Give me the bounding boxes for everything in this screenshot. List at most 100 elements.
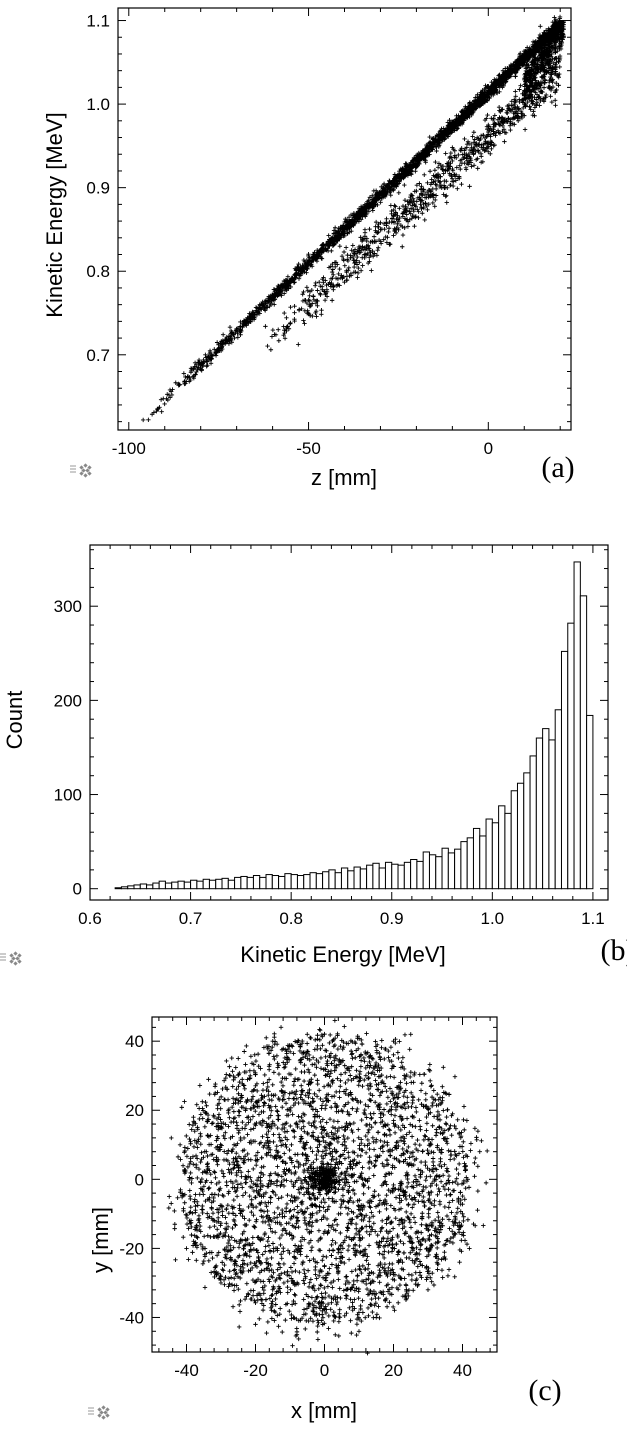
data-point — [400, 244, 405, 249]
y-tick-label: -20 — [119, 1239, 144, 1258]
histogram-bar — [548, 739, 556, 890]
scatter-points — [166, 1018, 490, 1356]
histogram-bar — [146, 884, 154, 890]
histogram-bar — [315, 873, 324, 890]
data-point — [367, 226, 372, 232]
data-point — [230, 1084, 235, 1089]
histogram-bar — [158, 880, 166, 890]
data-point — [422, 1072, 427, 1077]
data-point — [451, 1222, 456, 1228]
histogram-bar — [208, 879, 217, 890]
data-point — [227, 325, 233, 330]
data-point — [212, 347, 217, 352]
x-tick-label: 1.0 — [481, 909, 505, 928]
data-point — [324, 282, 329, 288]
histogram-bar — [435, 856, 443, 890]
data-point — [299, 1083, 304, 1088]
data-point — [292, 310, 297, 315]
data-point — [343, 245, 349, 250]
data-point — [432, 168, 438, 173]
histogram-bars — [114, 561, 594, 890]
data-point — [452, 1149, 457, 1154]
x-axis-label: Kinetic Energy [MeV] — [240, 942, 445, 967]
data-point — [284, 315, 289, 320]
data-point — [260, 1307, 266, 1313]
data-point — [467, 1246, 472, 1251]
data-point — [391, 233, 396, 238]
data-point — [443, 151, 448, 156]
x-tick-label: -20 — [243, 1361, 268, 1380]
histogram-bar — [472, 827, 481, 890]
histogram-bar — [139, 883, 148, 890]
data-point — [348, 1073, 353, 1078]
data-point — [471, 163, 477, 168]
data-point — [537, 103, 542, 108]
data-point — [331, 287, 336, 292]
data-point — [250, 1114, 256, 1119]
data-point — [446, 1148, 451, 1153]
data-point — [369, 1210, 374, 1215]
data-point — [363, 1073, 369, 1078]
x-tick-label: 0.8 — [279, 909, 303, 928]
data-point — [240, 1077, 245, 1082]
data-point — [430, 1100, 436, 1106]
histogram-bar — [347, 870, 355, 890]
histogram-bar — [416, 860, 424, 890]
data-point — [341, 249, 347, 255]
data-point — [220, 332, 226, 337]
data-point — [272, 302, 277, 307]
data-point — [305, 288, 311, 293]
data-point — [502, 139, 507, 144]
data-point — [418, 1159, 424, 1165]
histogram-bar — [372, 862, 380, 890]
data-point — [205, 1211, 210, 1216]
panel-label: (c) — [528, 1374, 561, 1407]
data-point — [435, 165, 441, 170]
histogram-bar — [284, 873, 292, 890]
data-point — [386, 226, 392, 231]
data-point — [444, 1122, 449, 1127]
data-point — [396, 190, 402, 196]
data-point — [335, 262, 340, 267]
data-point — [360, 255, 365, 260]
data-point — [165, 397, 171, 403]
data-point — [467, 184, 472, 189]
data-point — [434, 148, 439, 154]
data-point — [195, 1175, 200, 1181]
data-point — [448, 150, 454, 156]
histogram-bar — [133, 884, 141, 890]
data-point — [305, 1032, 310, 1037]
data-point — [302, 321, 307, 326]
y-tick-label: 40 — [125, 1032, 144, 1051]
data-point — [375, 1232, 380, 1238]
data-point — [283, 1142, 288, 1147]
data-point — [332, 1018, 338, 1023]
histogram-bar — [454, 848, 462, 890]
y-axis-label: y [mm] — [88, 1207, 113, 1273]
data-point — [304, 285, 310, 290]
data-point — [366, 1243, 372, 1248]
data-point — [235, 335, 241, 340]
data-point — [269, 334, 275, 339]
data-point — [330, 267, 336, 272]
data-point — [275, 1178, 280, 1184]
data-point — [329, 298, 335, 303]
data-point — [433, 197, 438, 203]
data-point — [350, 243, 356, 248]
y-tick-label: 0 — [73, 880, 82, 899]
data-point — [222, 1097, 227, 1102]
histogram-bar — [215, 878, 223, 890]
data-point — [211, 1169, 217, 1174]
y-tick-label: 20 — [125, 1101, 144, 1120]
data-point — [430, 1123, 435, 1128]
data-point — [377, 1050, 382, 1056]
y-axis-label: Kinetic Energy [MeV] — [42, 112, 67, 317]
histogram-bar — [410, 859, 418, 890]
data-point — [548, 94, 553, 99]
histogram-bar — [309, 872, 317, 890]
data-point — [360, 263, 365, 268]
panel-label: (b) — [601, 934, 627, 967]
data-point — [167, 1194, 172, 1199]
